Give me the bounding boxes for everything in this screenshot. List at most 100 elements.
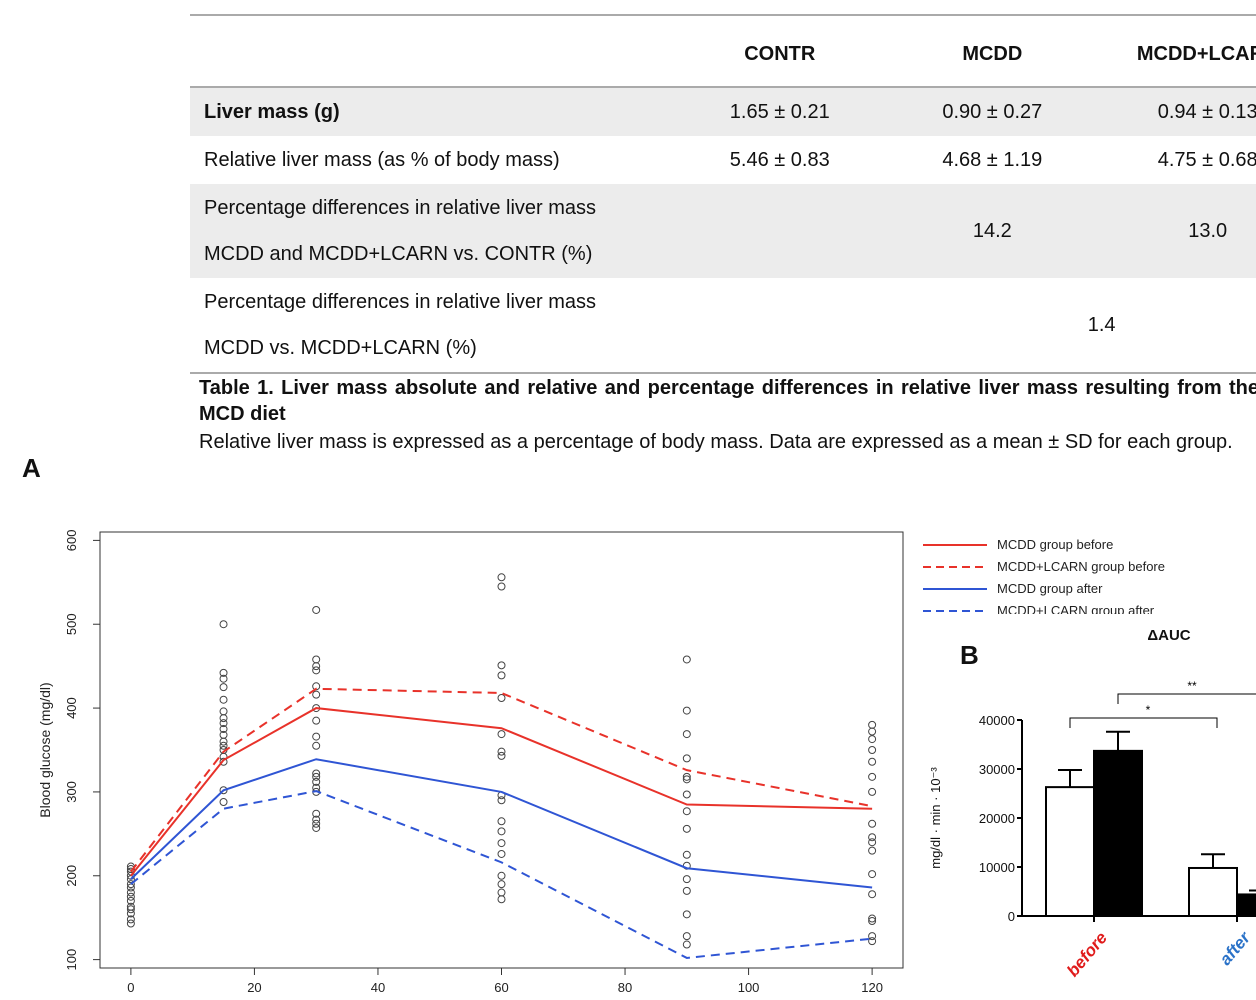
row-label: Percentage differences in relative liver… [190,184,666,278]
glucose-line-chart: 0 20 40 60 80 100 120 100 200 300 400 500 600 Blood g… [37,530,904,995]
data-point [868,838,877,847]
bar [1188,866,1238,917]
data-point [219,668,228,677]
data-point [312,823,321,832]
data-point [312,662,321,671]
row-label: Relative liver mass (as % of body mass) [204,148,560,171]
data-point [497,880,506,889]
bar [1093,749,1143,917]
data-point [682,824,691,833]
table-row: Relative liver mass (as % of body mass) … [190,136,1256,184]
data-point [682,754,691,763]
data-point [312,769,321,778]
data-point [682,790,691,799]
header-empty [190,15,666,87]
data-point [868,917,877,926]
data-point [868,890,877,899]
data-point [219,683,228,692]
bracket-double-star [1117,693,1256,704]
panel-label-a: A [22,453,41,483]
bar [1236,893,1256,918]
data-point [868,727,877,736]
x-category-label: before [1063,928,1111,980]
series-line [130,687,873,873]
y-tick-label: 200 [64,865,79,887]
cell-mcdd: 4.68 ± 1.19 [942,148,1043,171]
data-point [682,932,691,941]
y-tick-label: 0 [1008,909,1015,924]
bracket-star [1069,717,1218,728]
row-label-line: Percentage differences in relative liver… [204,197,597,219]
data-point [497,817,506,826]
data-point [312,809,321,818]
data-point [219,757,228,766]
x-tick-label: 40 [371,980,385,995]
row-label-line: MCDD vs. MCDD+LCARN (%) [204,337,477,359]
data-point [682,775,691,784]
data-point [868,846,877,855]
significance-brackets [1069,693,1256,728]
data-point [219,730,228,739]
data-point [497,730,506,739]
data-point [497,694,506,703]
data-point [682,940,691,949]
row-label: Liver mass (g) [204,100,340,123]
data-point [682,772,691,781]
data-point [868,914,877,923]
data-point [126,919,135,928]
data-point [497,839,506,848]
table-row: Percentage differences in relative liver… [190,184,1256,278]
cell-mcdd: 14.2 [972,220,1012,242]
legend-label: MCDD group before [997,537,1113,552]
data-point [219,741,228,750]
data-point [312,732,321,741]
data-point [682,706,691,715]
data-point [126,888,135,897]
x-tick-label: 80 [618,980,632,995]
panel-label-b: B [960,640,979,670]
data-point [497,573,506,582]
table-row: Liver mass (g) 1.65 ± 0.21 0.90 ± 0.27 0… [190,87,1256,136]
data-point [868,772,877,781]
y-axis-label: mg/dl · min · 10⁻³ [928,767,943,869]
data-point [868,870,877,879]
data-point [682,655,691,664]
cell-contr: 1.65 ± 0.21 [729,100,830,123]
data-point [219,714,228,723]
data-point [312,772,321,781]
auc-bar-chart: ΔAUC 0 10000 20000 30000 40000 mg/dl · min · 1… [928,627,1256,980]
significance-label: ** [1187,679,1197,693]
cell-mcdd-lcarn: 4.75 ± 0.68 [1157,148,1256,171]
legend-label: MCDD+LCARN group after [997,603,1155,614]
series-line [130,790,873,959]
data-point [126,902,135,911]
y-tick-label: 30000 [979,762,1015,777]
data-point [219,725,228,734]
header-mcdd: MCDD [962,42,1023,65]
y-tick-label: 400 [64,697,79,719]
legend-label: MCDD group after [997,581,1103,596]
data-point [682,910,691,919]
data-point [497,888,506,897]
series-line [130,758,873,889]
data-point [868,833,877,842]
y-tick-label: 500 [64,613,79,635]
data-point [312,716,321,725]
chart-legend: MCDD group before MCDD+LCARN group before… [923,537,1165,614]
data-point [868,757,877,766]
header-contr: CONTR [744,42,816,65]
data-point [126,880,135,889]
data-point [497,582,506,591]
legend-label: MCDD+LCARN group before [997,559,1165,574]
data-point [682,807,691,816]
table-caption-title: Table 1. Liver mass absolute and relativ… [199,377,1256,425]
significance-label: * [1146,703,1151,717]
cell-contr: 5.46 ± 0.83 [729,148,830,171]
data-point [682,875,691,884]
cell-mcdd-lcarn: 13.0 [1188,220,1228,242]
cell-combined: 1.4 [1087,314,1116,336]
y-axis-label: Blood glucose (mg/dl) [37,682,53,817]
data-point [219,719,228,728]
data-point [126,896,135,905]
data-point [497,661,506,670]
